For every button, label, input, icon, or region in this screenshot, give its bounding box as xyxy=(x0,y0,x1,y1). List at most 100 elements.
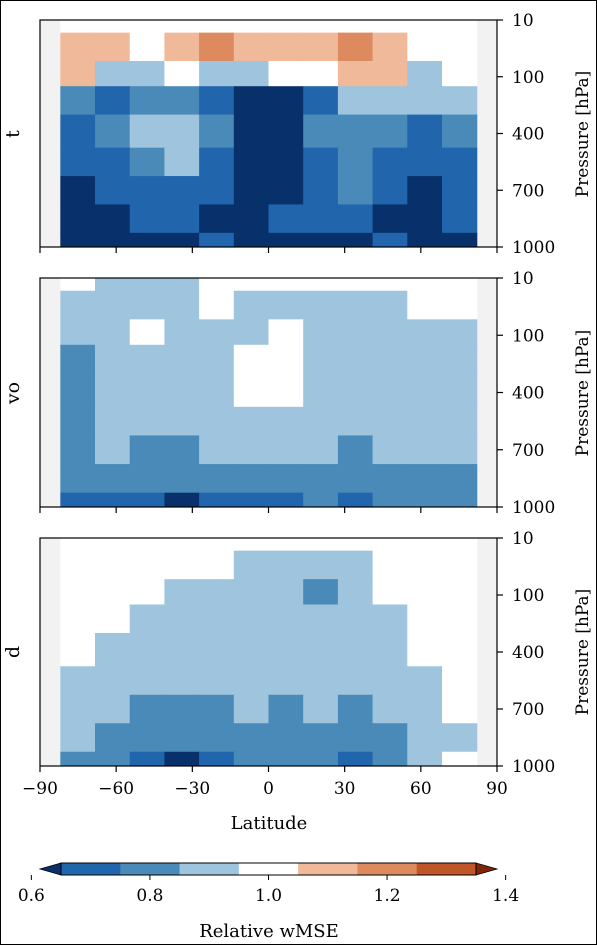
heatmap-cell xyxy=(199,694,235,724)
heatmap-cell xyxy=(337,20,374,34)
heatmap-cell xyxy=(372,435,408,465)
heatmap-cell xyxy=(129,666,166,696)
heatmap-cell xyxy=(233,406,270,437)
heatmap-cell xyxy=(303,114,339,149)
heatmap-cell xyxy=(164,464,200,494)
y-ticks-vo: 10 100 400 700 1000 xyxy=(497,269,555,518)
y-tick-label: 10 xyxy=(512,269,534,289)
x-axis-label: Latitude xyxy=(231,813,308,834)
heatmap-cell xyxy=(372,723,408,753)
heatmap-cell xyxy=(95,32,131,62)
heatmap-cell xyxy=(407,344,443,375)
heatmap-cell xyxy=(199,176,235,206)
heatmap-cell xyxy=(441,633,478,667)
heatmap-cell xyxy=(199,666,235,696)
heatmap-cell xyxy=(303,20,339,34)
heatmap-cell xyxy=(199,290,235,320)
colorbar-segment xyxy=(416,863,477,875)
colorbar-tick-label: 1.4 xyxy=(492,886,519,906)
heatmap-cell xyxy=(303,319,339,346)
heatmap-cell xyxy=(60,204,96,234)
heatmap-cell xyxy=(303,86,339,116)
heatmap-cell xyxy=(303,633,339,667)
heatmap-cell xyxy=(337,538,374,552)
heatmap-cell xyxy=(441,694,478,724)
heatmap-cell xyxy=(164,435,200,465)
heatmap-cell xyxy=(407,232,443,247)
heatmap-cell xyxy=(164,20,200,34)
heatmap-cell xyxy=(268,32,304,62)
heatmap-cell xyxy=(372,373,408,408)
y-tick-label: 1000 xyxy=(512,498,555,518)
y-tick-label: 100 xyxy=(512,586,544,606)
heatmap-cell xyxy=(337,604,374,634)
heatmap-cell xyxy=(268,60,304,87)
heatmap-cell xyxy=(268,86,304,116)
masked-region xyxy=(40,278,61,507)
heatmap-cell xyxy=(303,278,339,292)
heatmap-cell xyxy=(372,344,408,375)
colorbar-segment xyxy=(357,863,418,875)
heatmap-cell xyxy=(164,232,200,247)
heatmap-cell xyxy=(233,666,270,696)
heatmap-cell xyxy=(129,290,166,320)
heatmap-cell xyxy=(60,86,96,116)
heatmap-cell xyxy=(268,579,304,606)
heatmap-cell xyxy=(407,633,443,667)
heatmap-cell xyxy=(95,579,131,606)
heatmap-cell xyxy=(337,723,374,753)
heatmap-cell xyxy=(164,550,200,580)
heatmap-cell xyxy=(95,344,131,375)
heatmap-cell xyxy=(337,492,374,507)
heatmap-cell xyxy=(303,666,339,696)
heatmap-cell xyxy=(337,278,374,292)
heatmap-cell xyxy=(441,204,478,234)
heatmap-cell xyxy=(303,176,339,206)
heatmap-cell xyxy=(337,550,374,580)
heatmap-cell xyxy=(129,204,166,234)
heatmap-cell xyxy=(233,633,270,667)
heatmap-cell xyxy=(199,723,235,753)
colorbar: 0.6 0.8 1.0 1.2 1.4 xyxy=(18,862,519,906)
heatmap-cell xyxy=(407,20,443,34)
heatmap-cell xyxy=(407,406,443,437)
heatmap-cell xyxy=(129,406,166,437)
heatmap-cell xyxy=(372,538,408,552)
x-tick-label: 60 xyxy=(410,779,432,799)
heatmap-cell xyxy=(303,694,339,724)
heatmap-cell xyxy=(337,204,374,234)
heatmap-cell xyxy=(268,232,304,247)
heatmap-cell xyxy=(407,114,443,149)
heatmap-cell xyxy=(337,319,374,346)
colorbar-tick-label: 1.0 xyxy=(255,886,282,906)
heatmap-cell xyxy=(303,406,339,437)
colorbar-segment xyxy=(179,863,240,875)
heatmap-cell xyxy=(60,492,96,507)
masked-region xyxy=(40,538,61,766)
heatmap-cell xyxy=(441,373,478,408)
heatmap-cell xyxy=(95,666,131,696)
heatmap-cell xyxy=(407,176,443,206)
heatmap-cell xyxy=(372,147,408,177)
heatmap-cell xyxy=(337,373,374,408)
heatmap-cell xyxy=(303,147,339,177)
heatmap-cell xyxy=(303,32,339,62)
y-tick-label: 10 xyxy=(512,529,534,549)
heatmap-cell xyxy=(164,604,200,634)
x-tick-label: 30 xyxy=(334,779,356,799)
heatmap-cell xyxy=(233,147,270,177)
heatmap-cell xyxy=(407,32,443,62)
heatmap-cell xyxy=(164,666,200,696)
heatmap-cell xyxy=(337,232,374,247)
heatmap-cell xyxy=(303,290,339,320)
heatmap-cell xyxy=(337,114,374,149)
heatmap-cell xyxy=(303,492,339,507)
y-tick-label: 100 xyxy=(512,326,544,346)
heatmap-cell xyxy=(129,723,166,753)
heatmap-cell xyxy=(372,204,408,234)
heatmap-cell xyxy=(372,86,408,116)
heatmap-cell xyxy=(233,538,270,552)
heatmap-cell xyxy=(60,579,96,606)
heatmap-cell xyxy=(372,290,408,320)
